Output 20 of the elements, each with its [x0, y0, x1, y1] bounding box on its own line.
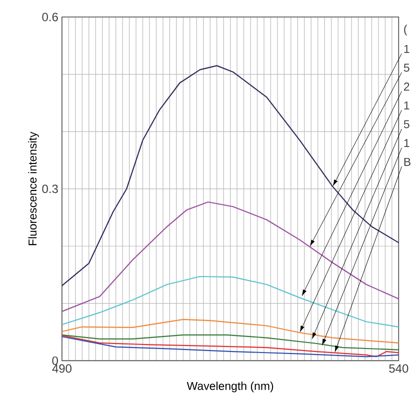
x-axis-title: Wavelength (nm): [186, 382, 274, 392]
y-axis-title: Fluorescence intensity: [28, 132, 39, 246]
line-series: [61, 65, 400, 286]
line-series: [61, 202, 400, 312]
annotation: B: [404, 158, 410, 166]
annotation: 5: [404, 120, 410, 128]
line-series: [61, 276, 400, 328]
annotation: 2: [404, 82, 410, 91]
annotation: 1: [404, 102, 410, 110]
x-tick-label: 540: [389, 364, 408, 373]
annotation: 1: [404, 139, 410, 148]
annotation: 5: [404, 64, 410, 72]
y-tick-label: 0.6: [42, 12, 58, 22]
line-series: [61, 334, 400, 351]
y-tick-label: 0: [52, 356, 58, 366]
y-tick-label: 0.3: [42, 184, 58, 194]
annotation: 1: [404, 45, 410, 54]
x-tick-label: 490: [52, 364, 72, 373]
line-series: [61, 319, 400, 344]
text: (: [404, 24, 408, 36]
